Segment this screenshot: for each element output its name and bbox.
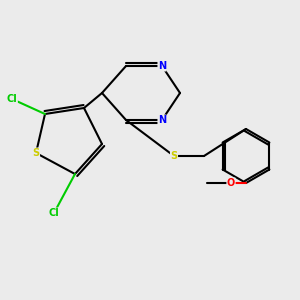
Text: N: N	[158, 115, 166, 125]
Text: O: O	[227, 178, 235, 188]
Text: S: S	[32, 148, 40, 158]
Text: Cl: Cl	[49, 208, 59, 218]
Text: N: N	[158, 61, 166, 71]
Text: S: S	[170, 151, 178, 161]
Text: Cl: Cl	[7, 94, 17, 104]
